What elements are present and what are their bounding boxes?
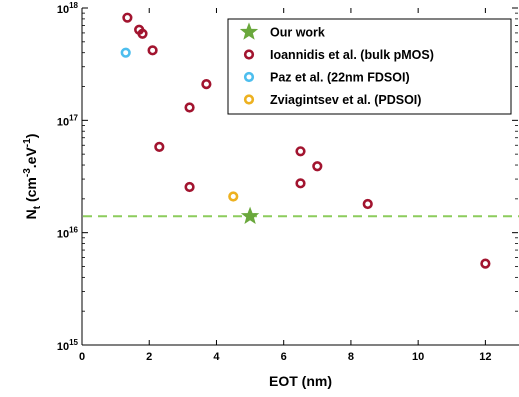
data-point bbox=[314, 162, 322, 170]
x-tick-label: 6 bbox=[281, 351, 287, 363]
x-tick-label: 0 bbox=[79, 351, 85, 363]
data-point bbox=[139, 30, 147, 38]
data-point bbox=[124, 14, 132, 22]
x-tick-label: 12 bbox=[479, 351, 491, 363]
legend-entry: Ioannidis et al. (bulk pMOS) bbox=[270, 48, 434, 62]
data-point bbox=[229, 193, 237, 201]
y-tick-label: 1015 bbox=[57, 338, 79, 353]
legend: Our work Ioannidis et al. (bulk pMOS) Paz … bbox=[228, 19, 511, 114]
y-axis-title: Nt (cm-3.eV-1) bbox=[22, 134, 43, 220]
x-axis-title: EOT (nm) bbox=[269, 373, 332, 389]
legend-entry: Our work bbox=[270, 26, 325, 40]
data-point bbox=[186, 183, 194, 191]
legend-entry: Zviagintsev et al. (PDSOI) bbox=[270, 93, 421, 107]
data-point bbox=[203, 80, 211, 88]
data-point bbox=[297, 180, 305, 188]
x-tick-label: 2 bbox=[146, 351, 152, 363]
data-point bbox=[364, 200, 372, 208]
data-point bbox=[297, 148, 305, 156]
legend-entry: Paz et al. (22nm FDSOI) bbox=[270, 71, 410, 85]
x-tick-label: 4 bbox=[213, 351, 220, 363]
data-point bbox=[186, 104, 194, 112]
data-point bbox=[149, 47, 157, 55]
x-tick-label: 8 bbox=[348, 351, 354, 363]
y-tick-label: 1018 bbox=[57, 1, 79, 16]
data-point bbox=[242, 208, 258, 223]
x-tick-label: 10 bbox=[412, 351, 424, 363]
data-point bbox=[482, 260, 490, 268]
y-tick-label: 1016 bbox=[57, 226, 79, 241]
y-tick-label: 1017 bbox=[57, 113, 79, 128]
data-point bbox=[122, 49, 130, 57]
data-point bbox=[156, 143, 164, 151]
